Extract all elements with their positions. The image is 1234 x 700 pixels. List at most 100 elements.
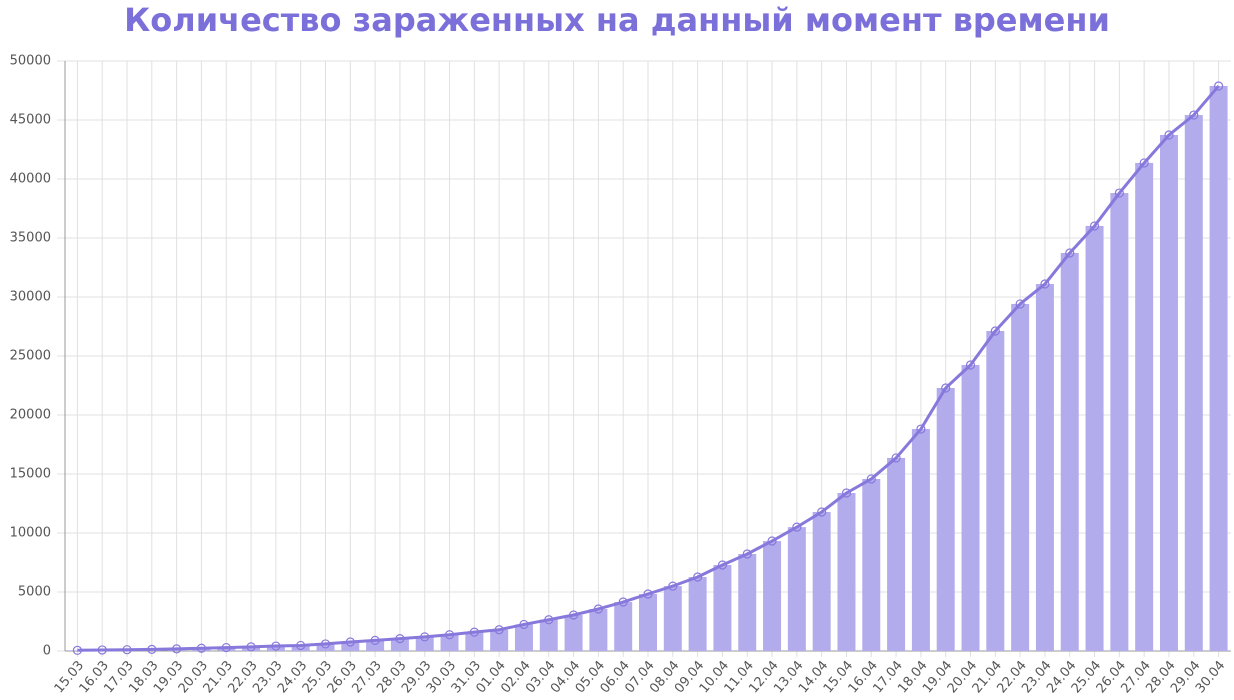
point bbox=[196, 643, 207, 653]
bar bbox=[763, 541, 782, 651]
point bbox=[395, 634, 405, 644]
point bbox=[593, 604, 603, 614]
point bbox=[72, 645, 83, 655]
point bbox=[742, 549, 752, 559]
point bbox=[420, 632, 430, 642]
y-tick-label: 0 bbox=[43, 644, 51, 659]
point bbox=[965, 360, 976, 370]
bar bbox=[1184, 115, 1203, 651]
bar bbox=[514, 624, 533, 651]
bar bbox=[539, 619, 558, 651]
bar bbox=[1060, 252, 1079, 651]
bar bbox=[366, 640, 385, 651]
point bbox=[817, 507, 827, 517]
point bbox=[717, 560, 728, 570]
bar bbox=[961, 364, 980, 651]
point bbox=[172, 644, 182, 654]
point bbox=[866, 474, 876, 484]
point bbox=[841, 488, 852, 498]
point bbox=[1089, 221, 1100, 231]
point bbox=[568, 610, 579, 620]
y-tick-label: 20000 bbox=[10, 408, 51, 423]
point bbox=[122, 645, 132, 655]
point bbox=[444, 630, 455, 640]
bar bbox=[986, 330, 1005, 651]
point bbox=[668, 581, 678, 591]
bar bbox=[266, 646, 285, 651]
point bbox=[916, 424, 926, 434]
bar bbox=[936, 387, 955, 651]
bar bbox=[415, 636, 434, 651]
bar bbox=[217, 647, 236, 651]
point bbox=[97, 645, 107, 655]
bar bbox=[1209, 86, 1228, 652]
bar bbox=[887, 457, 906, 651]
y-tick-label: 40000 bbox=[10, 172, 51, 187]
point bbox=[1139, 158, 1149, 168]
bar bbox=[862, 478, 881, 651]
line bbox=[77, 85, 1220, 652]
chart-title: Количество зараженных на данный момент в… bbox=[124, 1, 1110, 39]
bar bbox=[837, 492, 856, 651]
y-tick-label: 15000 bbox=[10, 467, 51, 482]
bar bbox=[713, 564, 732, 651]
y-tick-label: 10000 bbox=[10, 526, 51, 541]
point bbox=[494, 625, 504, 635]
point bbox=[1040, 279, 1050, 289]
point bbox=[271, 641, 281, 651]
point bbox=[693, 572, 703, 582]
bar bbox=[1085, 225, 1104, 652]
y-tick-label: 45000 bbox=[10, 113, 51, 128]
point bbox=[370, 635, 380, 645]
bar bbox=[490, 629, 509, 651]
point bbox=[792, 522, 802, 532]
point bbox=[544, 615, 554, 625]
bar bbox=[465, 632, 484, 651]
point bbox=[941, 383, 951, 393]
bar bbox=[1159, 134, 1178, 652]
bar bbox=[812, 511, 831, 651]
bar bbox=[614, 602, 633, 651]
point bbox=[147, 644, 157, 654]
point bbox=[469, 627, 479, 637]
bar bbox=[738, 554, 757, 651]
bar bbox=[440, 634, 459, 651]
point bbox=[767, 536, 777, 546]
bar bbox=[1011, 303, 1030, 651]
point bbox=[990, 326, 1000, 336]
y-tick-label: 35000 bbox=[10, 231, 51, 246]
point bbox=[1065, 248, 1075, 258]
bar bbox=[242, 646, 261, 651]
bar bbox=[639, 594, 657, 651]
bar bbox=[390, 638, 409, 651]
bar bbox=[787, 527, 806, 651]
y-tick-label: 25000 bbox=[10, 349, 51, 364]
bar bbox=[911, 429, 930, 651]
y-tick-label: 30000 bbox=[10, 290, 51, 305]
point bbox=[296, 640, 306, 651]
bar bbox=[663, 586, 682, 651]
point bbox=[618, 597, 628, 607]
point bbox=[643, 589, 653, 599]
bar bbox=[1110, 193, 1129, 652]
point bbox=[1015, 299, 1025, 309]
bar bbox=[1035, 284, 1054, 651]
point bbox=[519, 619, 529, 630]
bar bbox=[68, 650, 87, 651]
point bbox=[1164, 130, 1174, 140]
y-tick-label: 5000 bbox=[18, 585, 51, 600]
point bbox=[246, 642, 256, 652]
point bbox=[1189, 110, 1199, 120]
point bbox=[1114, 188, 1124, 198]
bar bbox=[688, 577, 707, 651]
bar bbox=[589, 608, 608, 651]
point bbox=[345, 637, 355, 647]
bar bbox=[1135, 162, 1154, 651]
bar bbox=[564, 615, 583, 651]
point bbox=[221, 642, 231, 653]
point bbox=[320, 639, 331, 649]
y-tick-label: 50000 bbox=[10, 54, 51, 69]
bar bbox=[291, 645, 310, 651]
